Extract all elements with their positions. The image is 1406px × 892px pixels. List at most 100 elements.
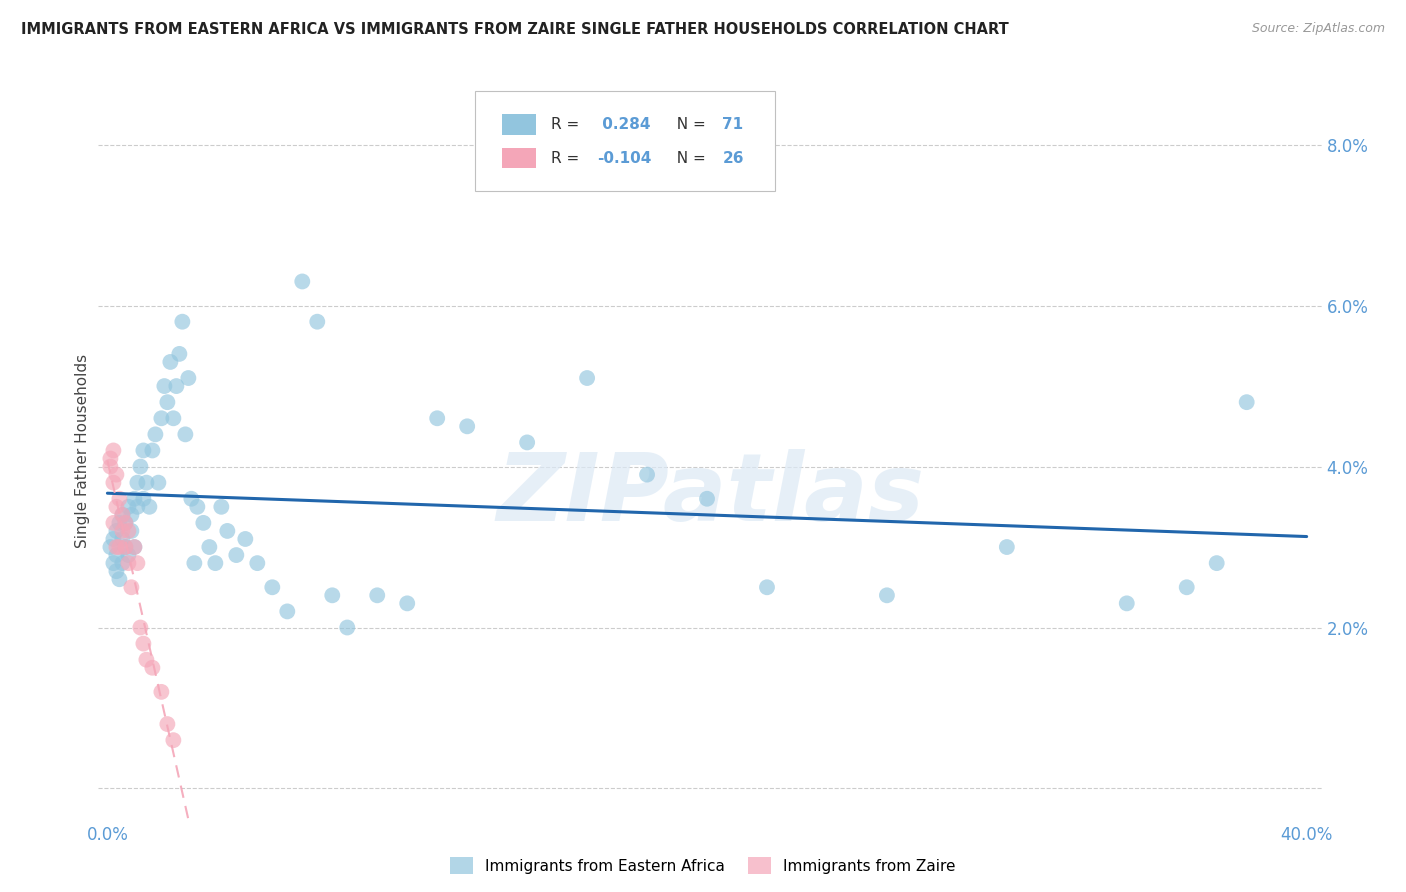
Point (262, 580, 284, 594)
Point (124, 540, 146, 554)
Point (225, 548, 247, 562)
Point (105, 548, 128, 562)
Point (162, 733, 184, 747)
Point (156, 717, 179, 731)
Point (105, 564, 128, 578)
Text: N =: N = (668, 117, 711, 132)
Point (177, 371, 200, 385)
Point (159, 355, 181, 369)
Point (174, 427, 197, 442)
Point (114, 540, 136, 554)
Point (1205, 556, 1227, 570)
Point (456, 419, 478, 434)
Point (127, 475, 149, 490)
Point (1236, 395, 1258, 409)
Text: ZIPatlas: ZIPatlas (496, 449, 924, 541)
Point (150, 411, 173, 425)
Point (117, 524, 139, 538)
Point (307, 315, 329, 329)
Text: 0.284: 0.284 (598, 117, 651, 132)
Point (396, 596, 419, 610)
Point (117, 548, 139, 562)
Point (366, 588, 388, 602)
Point (108, 540, 131, 554)
Point (276, 604, 298, 618)
Point (141, 661, 163, 675)
Point (162, 411, 184, 425)
Point (233, 532, 256, 546)
Point (172, 315, 194, 329)
Point (995, 540, 1018, 554)
Point (108, 572, 131, 586)
Point (193, 516, 215, 530)
Point (516, 435, 538, 450)
FancyBboxPatch shape (502, 114, 536, 135)
Text: Source: ZipAtlas.com: Source: ZipAtlas.com (1251, 22, 1385, 36)
Point (127, 500, 149, 514)
Point (114, 540, 136, 554)
Point (111, 508, 134, 522)
Text: -0.104: -0.104 (598, 151, 652, 166)
Point (100, 459, 122, 474)
Point (105, 467, 128, 482)
Point (636, 467, 658, 482)
Point (103, 443, 125, 458)
Point (150, 685, 173, 699)
Y-axis label: Single Father Households: Single Father Households (75, 353, 90, 548)
Point (246, 556, 269, 570)
Point (105, 500, 128, 514)
Point (114, 516, 136, 530)
Point (103, 516, 125, 530)
Point (120, 580, 142, 594)
Point (426, 411, 449, 425)
Point (156, 395, 179, 409)
Text: R =: R = (551, 151, 583, 166)
Text: R =: R = (551, 117, 583, 132)
Point (204, 556, 226, 570)
Point (132, 443, 155, 458)
Point (183, 556, 205, 570)
Point (111, 508, 134, 522)
Point (756, 580, 779, 594)
Point (145, 427, 167, 442)
Point (103, 475, 125, 490)
Point (108, 516, 131, 530)
Point (117, 556, 139, 570)
FancyBboxPatch shape (502, 148, 536, 169)
Point (576, 371, 599, 385)
Point (127, 556, 149, 570)
Point (132, 637, 155, 651)
Point (198, 540, 221, 554)
Point (135, 475, 157, 490)
Point (124, 540, 146, 554)
Point (135, 653, 157, 667)
Point (1175, 580, 1198, 594)
Point (129, 620, 152, 634)
Text: 26: 26 (723, 151, 744, 166)
Point (291, 275, 314, 289)
Point (105, 540, 128, 554)
Point (153, 379, 176, 393)
Point (132, 491, 155, 506)
Point (100, 540, 122, 554)
Point (114, 516, 136, 530)
Point (108, 491, 131, 506)
Point (100, 451, 122, 466)
Point (103, 556, 125, 570)
Point (124, 491, 146, 506)
Point (186, 500, 208, 514)
Point (103, 532, 125, 546)
Point (209, 500, 232, 514)
Point (1115, 596, 1137, 610)
Text: IMMIGRANTS FROM EASTERN AFRICA VS IMMIGRANTS FROM ZAIRE SINGLE FATHER HOUSEHOLDS: IMMIGRANTS FROM EASTERN AFRICA VS IMMIGR… (21, 22, 1010, 37)
Point (111, 556, 134, 570)
Legend: Immigrants from Eastern Africa, Immigrants from Zaire: Immigrants from Eastern Africa, Immigran… (444, 851, 962, 880)
Point (336, 620, 359, 634)
Point (138, 500, 160, 514)
Point (217, 524, 239, 538)
Point (180, 491, 202, 506)
FancyBboxPatch shape (475, 91, 775, 191)
Point (105, 524, 128, 538)
Point (111, 524, 134, 538)
Point (321, 588, 343, 602)
